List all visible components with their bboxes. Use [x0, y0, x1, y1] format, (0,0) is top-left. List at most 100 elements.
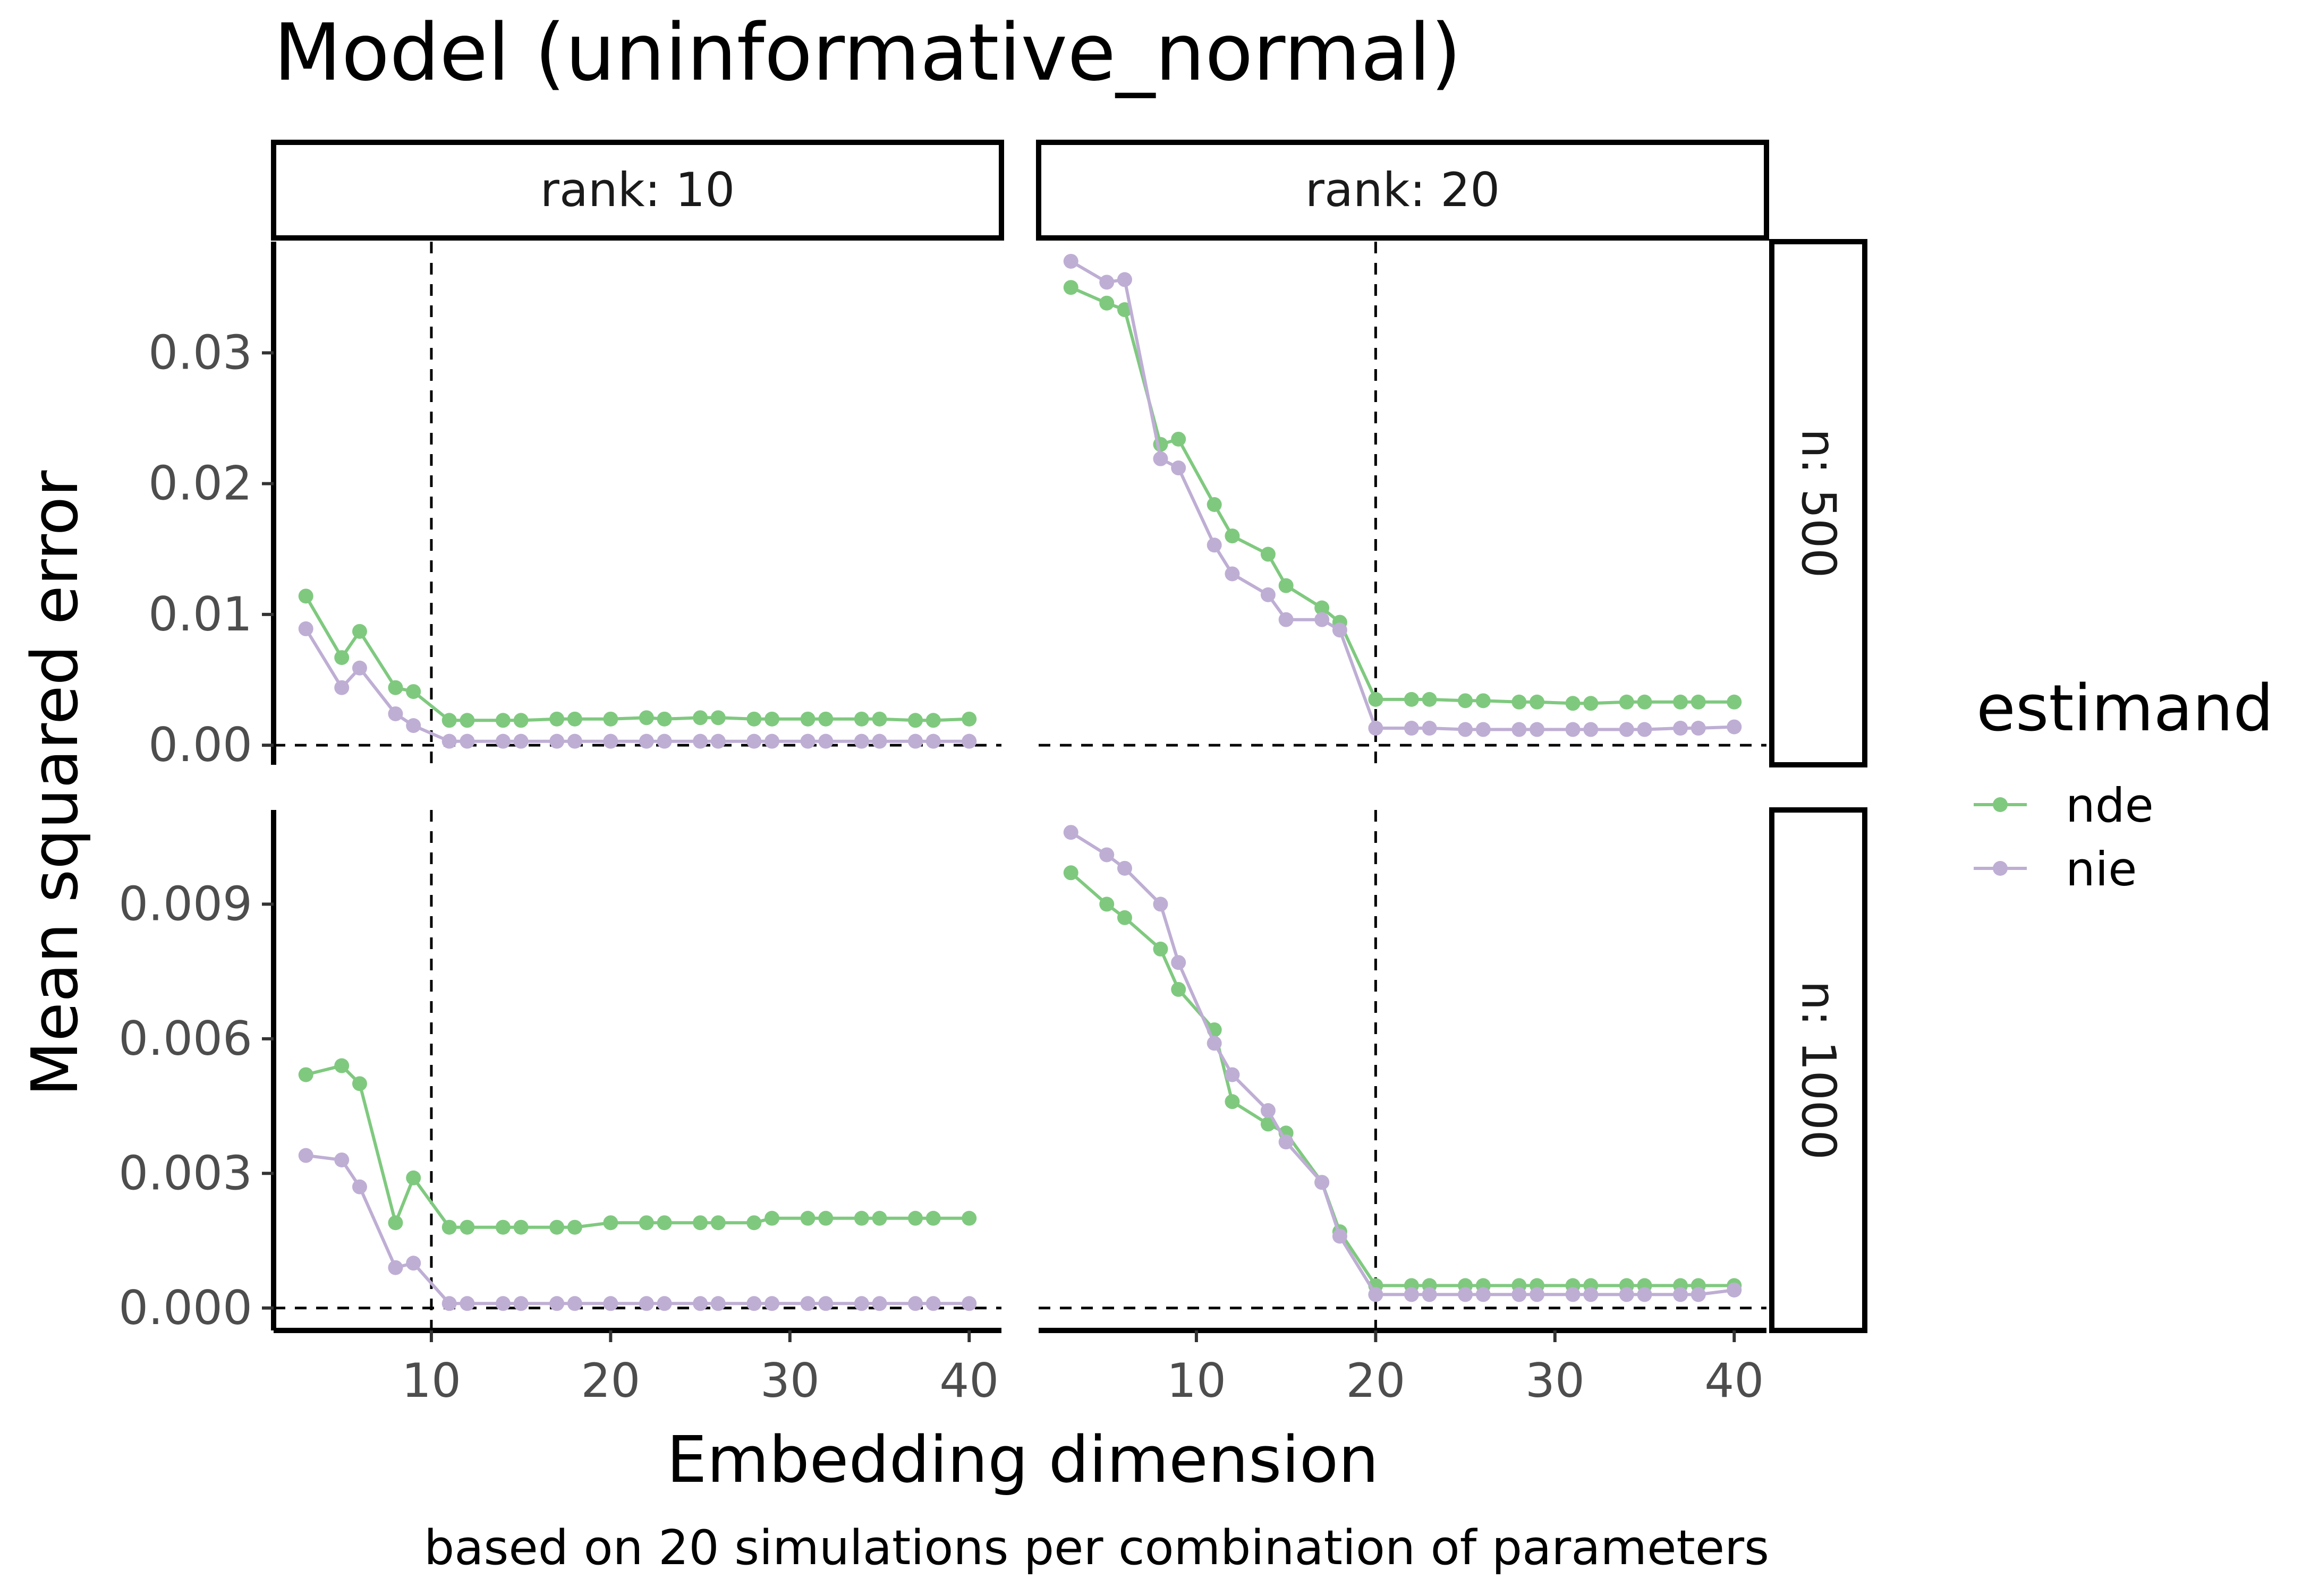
data-point-nde — [460, 713, 475, 728]
data-point-nie — [352, 1179, 367, 1194]
data-point-nde — [746, 1215, 762, 1231]
data-point-nde — [872, 1210, 887, 1226]
data-point-nde — [1260, 547, 1276, 562]
data-point-nde — [854, 1210, 869, 1226]
data-point-nde — [1117, 910, 1132, 925]
data-point-nie — [1475, 722, 1491, 737]
y-axis-title: Mean squared error — [19, 470, 92, 1096]
data-point-nie — [334, 1152, 350, 1167]
data-point-nie — [872, 1296, 887, 1311]
x-tick-label-1-2: 20 — [581, 1353, 640, 1408]
data-point-nie — [710, 733, 726, 749]
data-point-nie — [603, 1296, 618, 1311]
data-point-nie — [1332, 622, 1347, 638]
data-point-nde — [460, 1219, 475, 1235]
data-point-nde — [1171, 431, 1186, 447]
data-point-nie — [460, 1296, 475, 1311]
data-point-nde — [406, 1170, 421, 1185]
facet-strip-2 — [1036, 140, 1769, 241]
data-point-nde — [1727, 694, 1742, 710]
data-point-nde — [1565, 696, 1581, 711]
data-point-nde — [334, 650, 350, 665]
data-point-nie — [1207, 1036, 1222, 1051]
legend-label-nie: nie — [2066, 842, 2137, 897]
data-point-nie — [962, 1296, 977, 1311]
facet-strip-label-1: rank: 10 — [540, 163, 735, 217]
data-point-nde — [710, 710, 726, 726]
data-point-nie — [1171, 460, 1186, 476]
data-point-nde — [818, 1210, 834, 1226]
data-point-nde — [1511, 694, 1527, 710]
data-point-nie — [657, 1296, 672, 1311]
chart-caption: based on 20 simulations per combination … — [424, 1520, 1769, 1576]
data-point-nde — [764, 711, 780, 727]
row-strip-label-1: n: 500 — [1791, 429, 1846, 578]
data-point-nie — [352, 660, 367, 676]
data-point-nie — [513, 733, 529, 749]
data-point-nie — [388, 1260, 403, 1275]
data-point-nde — [298, 588, 313, 604]
data-point-nie — [1619, 722, 1634, 737]
data-point-nde — [1314, 600, 1330, 616]
data-point-nde — [1063, 865, 1078, 881]
data-point-nie — [441, 733, 457, 749]
data-point-nie — [460, 733, 475, 749]
data-point-nde — [800, 1210, 816, 1226]
facet-strip-label-2: rank: 20 — [1305, 163, 1500, 217]
data-point-nie — [693, 733, 708, 749]
data-point-nie — [1422, 721, 1437, 736]
data-point-nie — [1530, 1287, 1545, 1302]
data-point-nde — [639, 710, 654, 726]
data-point-nie — [1063, 825, 1078, 840]
data-point-nie — [567, 733, 582, 749]
data-point-nde — [388, 680, 403, 695]
data-point-nie — [1063, 253, 1078, 269]
data-point-nie — [406, 718, 421, 733]
data-point-nde — [657, 711, 672, 727]
data-point-nde — [908, 1210, 923, 1226]
data-point-nie — [800, 1296, 816, 1311]
facet-panel-2 — [1039, 242, 1766, 765]
data-point-nie — [854, 1296, 869, 1311]
data-point-nie — [1511, 1287, 1527, 1302]
data-point-nde — [1207, 497, 1222, 512]
data-point-nie — [603, 733, 618, 749]
x-tick-label-2-3: 30 — [1525, 1353, 1585, 1408]
data-point-nie — [1583, 1287, 1599, 1302]
data-point-nie — [513, 1296, 529, 1311]
data-point-nde — [962, 711, 977, 727]
data-point-nie — [1278, 612, 1294, 627]
data-point-nie — [1368, 721, 1383, 736]
data-point-nie — [388, 706, 403, 721]
data-point-nie — [1583, 722, 1599, 737]
data-point-nde — [818, 711, 834, 727]
data-point-nie — [1117, 860, 1132, 876]
data-point-nde — [603, 1215, 618, 1231]
data-point-nde — [800, 711, 816, 727]
data-point-nie — [657, 733, 672, 749]
data-point-nde — [1583, 696, 1599, 711]
data-point-nie — [693, 1296, 708, 1311]
legend-label-nde: nde — [2066, 778, 2154, 833]
row-strip-1 — [1769, 239, 1867, 767]
data-point-nde — [1691, 694, 1706, 710]
data-point-nie — [1691, 721, 1706, 736]
x-tick-label-2-1: 10 — [1167, 1353, 1226, 1408]
data-point-nde — [352, 1076, 367, 1091]
data-point-nie — [1727, 719, 1742, 735]
data-point-nie — [298, 621, 313, 636]
data-point-nie — [1404, 721, 1419, 736]
data-point-nde — [1225, 528, 1240, 544]
data-point-nie — [1565, 722, 1581, 737]
y-tick-label-2-2: 0.003 — [118, 1146, 252, 1200]
data-point-nie — [1171, 955, 1186, 970]
data-point-nde — [298, 1067, 313, 1082]
data-point-nie — [1637, 1287, 1652, 1302]
chart-title: Model (uninformative_normal) — [274, 7, 1462, 98]
data-point-nde — [1278, 578, 1294, 593]
data-point-nde — [1422, 692, 1437, 707]
data-point-nde — [1171, 982, 1186, 997]
data-point-nie — [1225, 1067, 1240, 1082]
row-strip-label-2: n: 1000 — [1791, 980, 1846, 1159]
